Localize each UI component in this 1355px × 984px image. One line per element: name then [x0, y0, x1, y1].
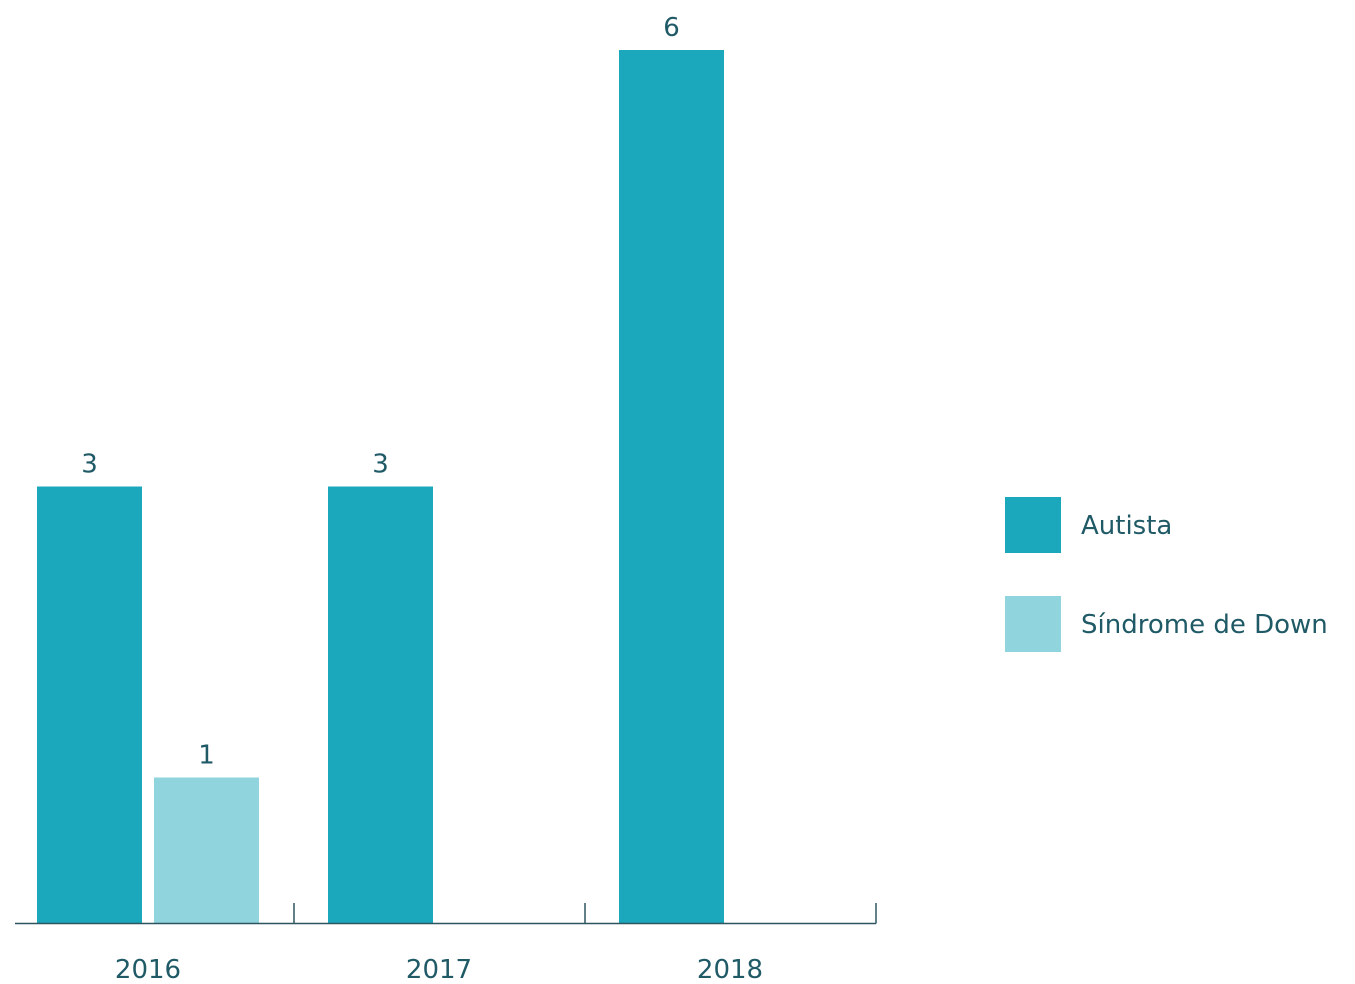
x-axis [15, 903, 877, 925]
data-label: 1 [198, 741, 215, 771]
x-tick-label: 2016 [115, 955, 181, 984]
bars-group [37, 50, 724, 923]
legend-label: Autista [1081, 511, 1172, 541]
bar-2016-autista [37, 486, 142, 923]
bar-2017-autista [328, 486, 433, 923]
data-label: 3 [372, 450, 389, 480]
x-tick-label: 2018 [697, 955, 763, 984]
bar-2016-s-ndrome-de-down [154, 777, 259, 923]
x-tick-labels: 2016 2017 2018 [115, 955, 763, 984]
bar-2018-autista [619, 50, 724, 923]
data-labels-group: 3 1 3 6 [81, 13, 680, 771]
x-tick-label: 2017 [406, 955, 472, 984]
data-label: 3 [81, 450, 98, 480]
data-label: 6 [663, 13, 680, 43]
legend-label: Síndrome de Down [1081, 610, 1328, 640]
legend-swatch [1005, 596, 1061, 652]
legend-swatch [1005, 497, 1061, 553]
legend: Autista Síndrome de Down [1005, 497, 1328, 652]
